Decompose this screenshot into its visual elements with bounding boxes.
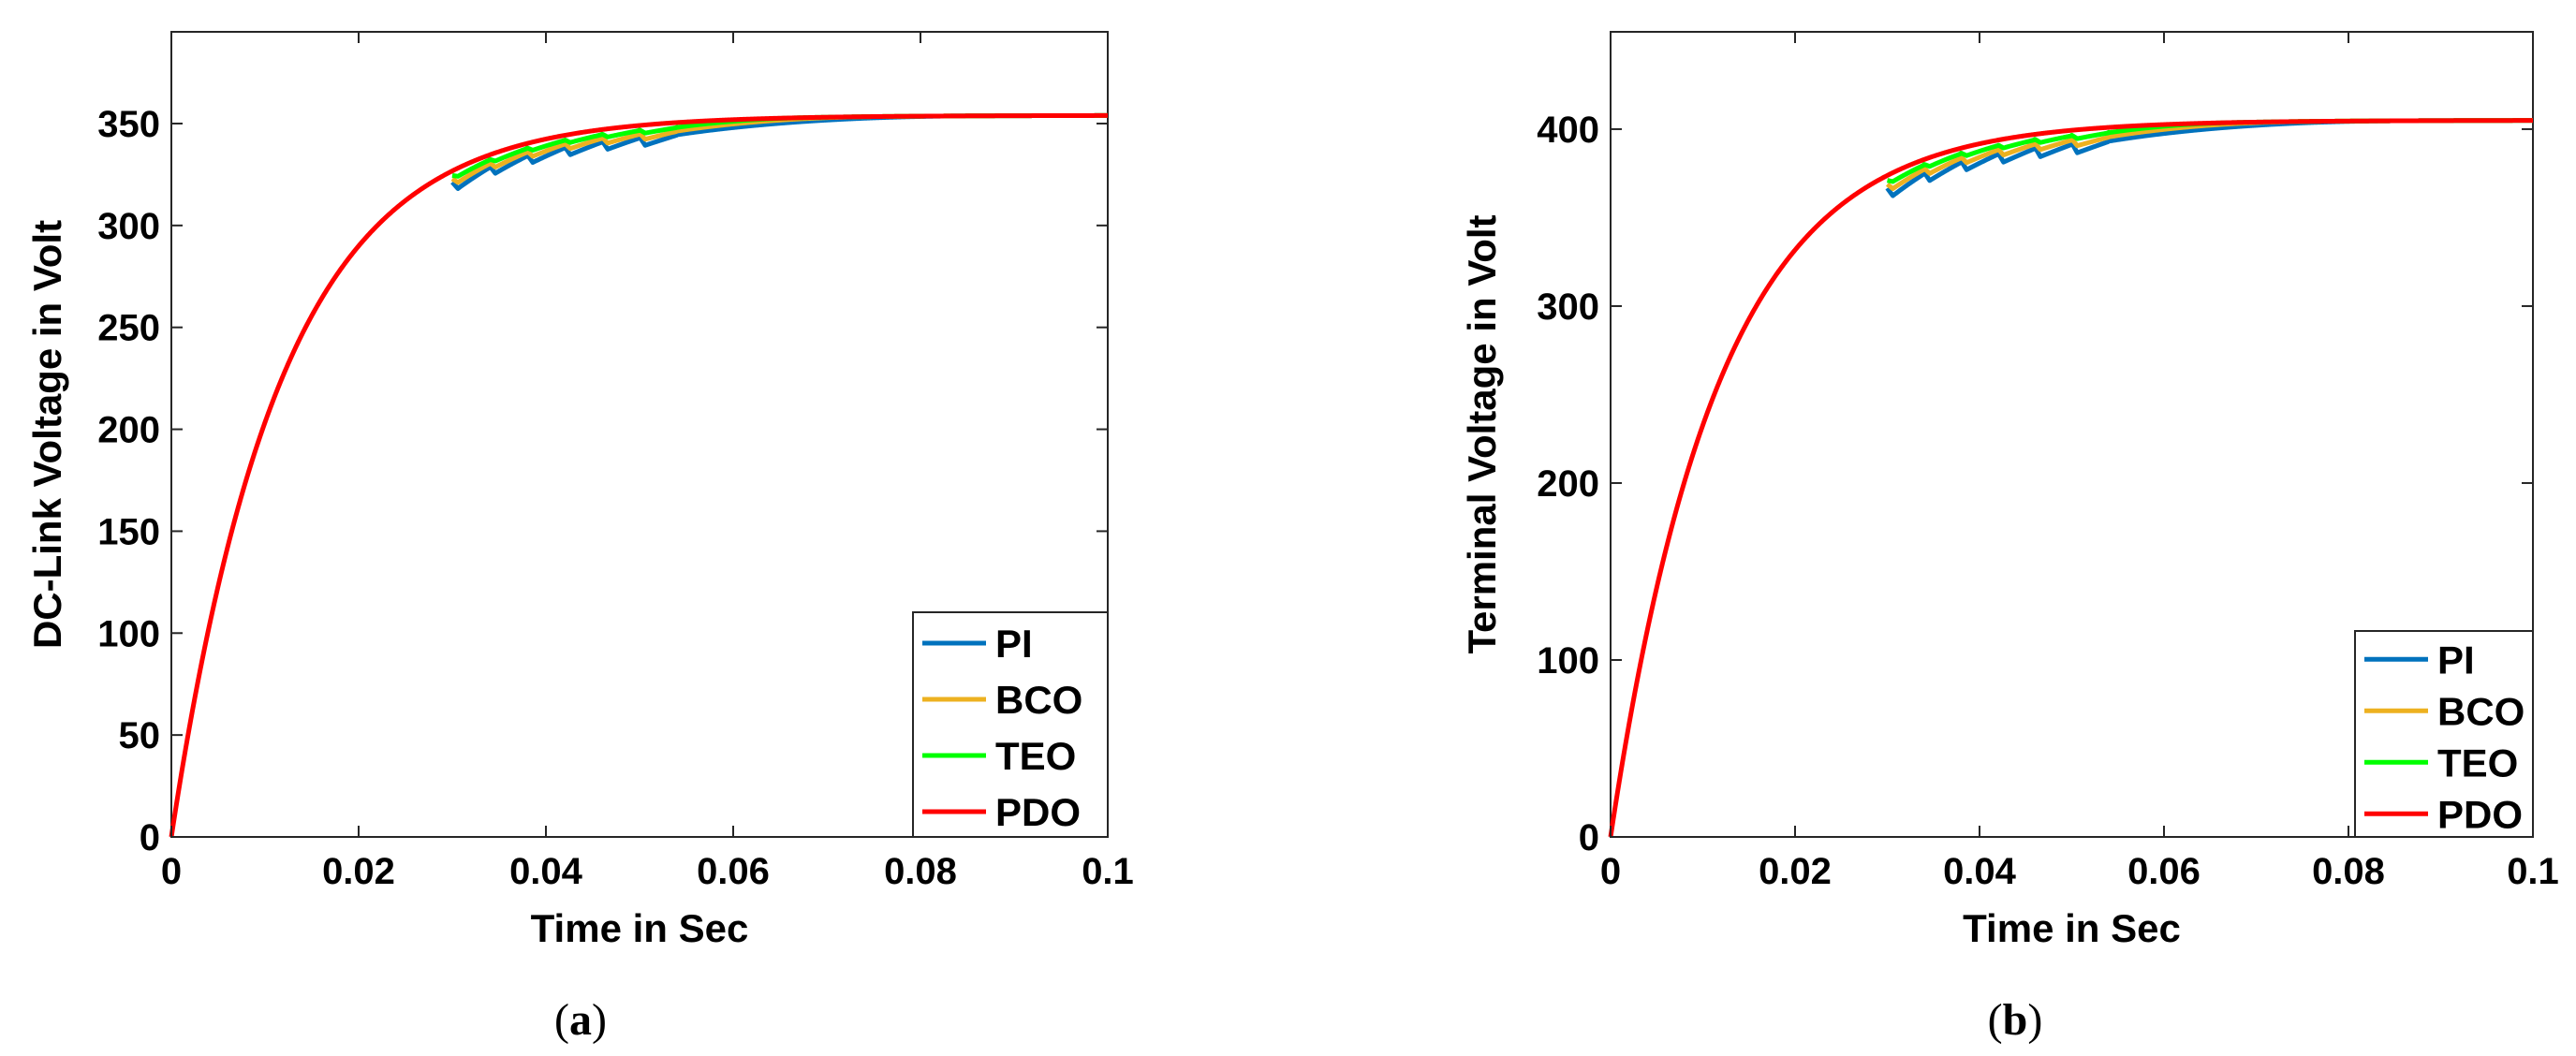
legend-label-pi: PI xyxy=(995,622,1033,666)
chart-b-legend: PI BCO TEO PDO xyxy=(2354,630,2534,838)
y-tick-label: 50 xyxy=(119,715,161,756)
series-line-pdo xyxy=(1608,118,2535,838)
y-tick-label: 100 xyxy=(97,613,160,654)
series-line-pdo xyxy=(169,112,1110,838)
x-tick-label: 0.08 xyxy=(2312,851,2385,892)
chart-a-y-ticks: 0 50 100 150 200 250 300 350 xyxy=(97,104,1108,858)
x-tick-label: 0 xyxy=(161,851,182,892)
y-tick-label: 0 xyxy=(140,817,160,858)
y-tick-label: 200 xyxy=(97,410,160,451)
x-tick-label: 0.06 xyxy=(2127,851,2201,892)
chart-a-caption-close: ) xyxy=(592,995,607,1045)
x-tick-label: 0.02 xyxy=(322,851,395,892)
chart-a-caption: (a) xyxy=(554,995,607,1045)
legend-label-bco: BCO xyxy=(2437,689,2524,733)
chart-a-y-label: DC-Link Voltage in Volt xyxy=(25,220,69,649)
x-tick-label: 0 xyxy=(1600,851,1621,892)
legend-box xyxy=(2354,630,2534,838)
x-tick-label: 0.04 xyxy=(1943,851,2017,892)
chart-b-x-label: Time in Sec xyxy=(1963,906,2181,950)
x-tick-label: 0.08 xyxy=(884,851,957,892)
chart-a: 0 0.02 0.04 0.06 0.08 0.1 0 50 100 150 200 250 300 3… xyxy=(25,31,1134,1045)
legend-label-pdo: PDO xyxy=(2437,792,2523,836)
x-tick-label: 0.06 xyxy=(697,851,770,892)
legend-label-pi: PI xyxy=(2437,638,2475,682)
y-tick-label: 100 xyxy=(1537,640,1599,682)
legend-box xyxy=(912,611,1109,838)
x-tick-label: 0.1 xyxy=(2507,851,2559,892)
chart-b-caption-close: ) xyxy=(2027,995,2042,1045)
chart-a-caption-open: ( xyxy=(554,995,569,1045)
legend-label-pdo: PDO xyxy=(995,790,1081,834)
x-tick-label: 0.04 xyxy=(509,851,583,892)
chart-a-legend: PI BCO TEO PDO xyxy=(912,611,1109,838)
y-tick-label: 250 xyxy=(97,308,160,349)
chart-b-caption-open: ( xyxy=(1988,995,2003,1045)
legend-label-bco: BCO xyxy=(995,678,1082,722)
y-tick-label: 300 xyxy=(1537,286,1599,328)
chart-b-caption: (b) xyxy=(1988,995,2043,1045)
chart-a-lines xyxy=(169,112,1110,838)
y-tick-label: 400 xyxy=(1537,110,1599,151)
chart-b-y-ticks: 0 100 200 300 400 xyxy=(1537,110,2533,858)
chart-b: 0 0.02 0.04 0.06 0.08 0.1 0 100 200 300 400 Time … xyxy=(1460,31,2559,1045)
x-tick-label: 0.02 xyxy=(1759,851,1832,892)
x-tick-label: 0.1 xyxy=(1082,851,1134,892)
y-tick-label: 0 xyxy=(1579,817,1599,858)
y-tick-label: 150 xyxy=(97,511,160,552)
legend-label-teo: TEO xyxy=(2437,741,2518,785)
y-tick-label: 200 xyxy=(1537,463,1599,505)
chart-a-x-ticks: 0 0.02 0.04 0.06 0.08 0.1 xyxy=(161,32,1134,892)
chart-b-lines xyxy=(1608,118,2536,838)
y-tick-label: 350 xyxy=(97,104,160,145)
chart-b-y-label: Terminal Voltage in Volt xyxy=(1460,214,1504,653)
chart-b-caption-letter: b xyxy=(2003,995,2028,1045)
chart-a-caption-letter: a xyxy=(569,995,592,1045)
legend-label-teo: TEO xyxy=(995,734,1076,778)
chart-b-x-ticks: 0 0.02 0.04 0.06 0.08 0.1 xyxy=(1600,32,2559,892)
y-tick-label: 300 xyxy=(97,206,160,247)
chart-a-x-label: Time in Sec xyxy=(531,906,749,950)
